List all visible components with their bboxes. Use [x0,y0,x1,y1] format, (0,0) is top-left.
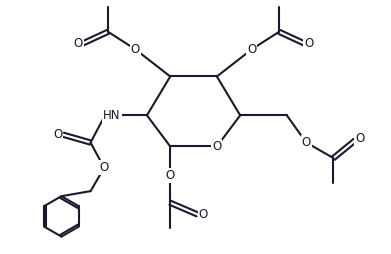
Text: O: O [199,208,208,221]
Text: HN: HN [103,109,121,122]
Text: O: O [247,43,256,56]
Text: O: O [304,37,314,50]
Text: O: O [53,128,62,141]
Text: O: O [166,169,175,182]
Text: O: O [131,43,140,56]
Text: O: O [355,132,364,145]
Text: O: O [301,136,311,149]
Text: O: O [74,37,83,50]
Text: O: O [100,161,109,174]
Text: O: O [212,140,221,153]
